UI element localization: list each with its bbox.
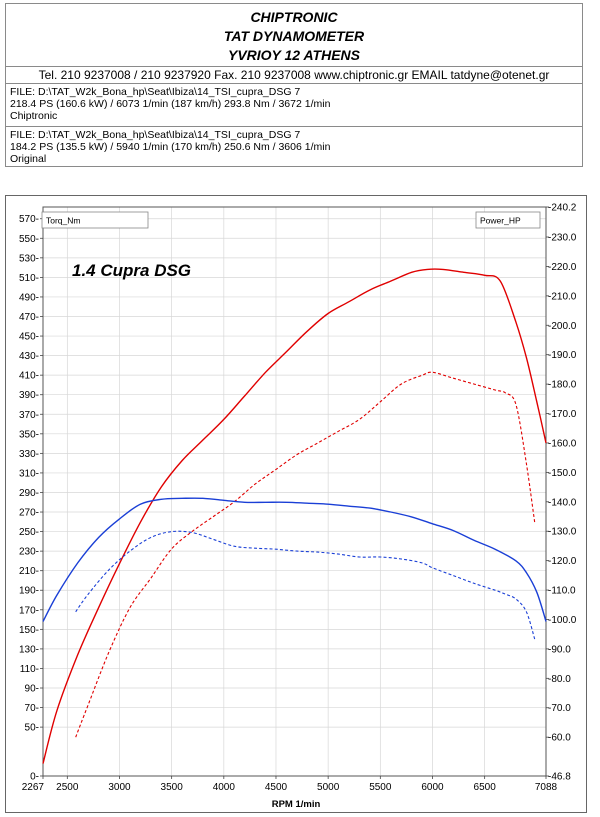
left-tick-label: 230- <box>19 547 39 558</box>
dyno-header: CHIPTRONIC TAT DYNAMOMETER YVRIOY 12 ATH… <box>5 3 583 167</box>
right-tick-label: -170.0 <box>548 409 577 420</box>
original-power-curve <box>75 371 536 738</box>
left-tick-label: 250- <box>19 527 39 538</box>
run-name: Original <box>10 153 47 165</box>
left-tick-label: 90- <box>25 684 39 695</box>
left-tick-label: 390- <box>19 390 39 401</box>
company-name: CHIPTRONIC <box>250 9 338 25</box>
right-tick-label: -80.0 <box>548 674 571 685</box>
tuned-power-curve <box>42 268 547 764</box>
x-tick-label: 7088 <box>535 782 558 793</box>
header-divider <box>6 66 582 67</box>
right-tick-label: -190.0 <box>548 350 577 361</box>
right-tick-label: -130.0 <box>548 527 577 538</box>
left-tick-label: 310- <box>19 468 39 479</box>
series-layer <box>42 268 547 764</box>
left-tick-label: 130- <box>19 644 39 655</box>
left-tick-label: 210- <box>19 566 39 577</box>
right-tick-label: -230.0 <box>548 233 577 244</box>
dyno-chart: 0- 50- 70- 90- 110- 130- 150- 170- 190- 210- 230- 2… <box>19 203 577 811</box>
x-axis-label: RPM 1/min <box>272 799 321 810</box>
original-torque-curve <box>75 530 536 640</box>
x-tick-label: 5500 <box>369 782 392 793</box>
grid <box>43 207 546 776</box>
company-address: YVRIOY 12 ATHENS <box>227 47 360 63</box>
left-legend-label: Torq_Nm <box>46 216 80 226</box>
right-legend-box <box>475 211 541 229</box>
left-tick-label: 110- <box>20 664 39 675</box>
left-tick-label: 550- <box>19 234 39 245</box>
run-file-path: FILE: D:\TAT_W2k_Bona_hp\Seat\Ibiza\14_T… <box>10 86 301 98</box>
right-tick-label: -46.8 <box>548 772 571 783</box>
right-tick-label: -120.0 <box>548 556 577 567</box>
x-tick-label: 4500 <box>265 782 288 793</box>
left-tick-label: 470- <box>19 312 39 323</box>
right-tick-label: -100.0 <box>548 615 577 626</box>
chart-frame: 0- 50- 70- 90- 110- 130- 150- 170- 190- 210- 230- 2… <box>5 195 587 813</box>
x-tick-label: 3000 <box>108 782 131 793</box>
left-tick-label: 290- <box>19 488 39 499</box>
left-legend-box <box>41 211 149 229</box>
x-tick-label: 2500 <box>56 782 79 793</box>
header-divider <box>6 126 582 127</box>
left-tick-label: 50- <box>25 723 39 734</box>
dyno-name: TAT DYNAMOMETER <box>223 28 365 44</box>
left-tick-label: 170- <box>19 605 39 616</box>
run-name: Chiptronic <box>10 110 58 122</box>
run-result: 184.2 PS (135.5 kW) / 5940 1/min (170 km… <box>10 141 331 153</box>
left-tick-label: 0- <box>30 772 39 783</box>
left-tick-label: 370- <box>19 410 39 421</box>
right-axis-ticks: -240.2 -230.0 -220.0 -210.0 -200.0 -190.0 -180… <box>546 203 577 783</box>
right-tick-label: -240.2 <box>548 203 577 214</box>
right-tick-label: -110.0 <box>548 586 576 597</box>
x-tick-label: 3500 <box>161 782 184 793</box>
left-tick-label: 490- <box>19 292 39 303</box>
right-tick-label: -60.0 <box>548 733 571 744</box>
right-tick-label: -90.0 <box>548 644 571 655</box>
run-file-path: FILE: D:\TAT_W2k_Bona_hp\Seat\Ibiza\14_T… <box>10 129 301 141</box>
right-tick-label: -140.0 <box>548 497 577 508</box>
x-tick-label: 6500 <box>474 782 497 793</box>
right-tick-label: -70.0 <box>548 703 571 714</box>
right-tick-label: -210.0 <box>548 291 577 302</box>
right-tick-label: -160.0 <box>548 438 577 449</box>
right-tick-label: -220.0 <box>548 262 577 273</box>
right-legend-label: Power_HP <box>480 216 521 226</box>
left-tick-label: 570- <box>19 214 39 225</box>
left-axis-ticks: 0- 50- 70- 90- 110- 130- 150- 170- 190- 210- 230- 2… <box>19 214 43 783</box>
contact-line: Tel. 210 9237008 / 210 9237920 Fax. 210 … <box>38 68 550 82</box>
left-tick-label: 150- <box>19 625 39 636</box>
header-divider <box>6 83 582 84</box>
right-tick-label: -200.0 <box>548 321 577 332</box>
left-tick-label: 190- <box>19 586 39 597</box>
right-tick-label: -150.0 <box>548 468 577 479</box>
run-result: 218.4 PS (160.6 kW) / 6073 1/min (187 km… <box>10 98 331 110</box>
left-tick-label: 530- <box>19 253 39 264</box>
right-tick-label: -180.0 <box>548 380 577 391</box>
run-info-tuned: FILE: D:\TAT_W2k_Bona_hp\Seat\Ibiza\14_T… <box>10 86 330 122</box>
left-tick-label: 430- <box>19 351 39 362</box>
run-info-original: FILE: D:\TAT_W2k_Bona_hp\Seat\Ibiza\14_T… <box>10 129 330 165</box>
left-tick-label: 270- <box>19 508 39 519</box>
left-tick-label: 510- <box>19 273 39 284</box>
left-tick-label: 410- <box>19 371 39 382</box>
x-tick-label: 4000 <box>213 782 236 793</box>
x-axis-ticks: 2267 2500 3000 3500 4000 4500 5000 5500 6000 6500… <box>22 776 558 793</box>
left-tick-label: 350- <box>19 429 39 440</box>
tuned-torque-curve <box>42 497 547 622</box>
plot-border <box>42 206 547 777</box>
left-tick-label: 450- <box>19 332 39 343</box>
x-tick-label: 5000 <box>317 782 340 793</box>
left-tick-label: 70- <box>25 703 39 714</box>
x-tick-label: 2267 <box>22 782 45 793</box>
chart-title: 1.4 Cupra DSG <box>72 261 191 280</box>
x-tick-label: 6000 <box>421 782 444 793</box>
left-tick-label: 330- <box>19 449 39 460</box>
